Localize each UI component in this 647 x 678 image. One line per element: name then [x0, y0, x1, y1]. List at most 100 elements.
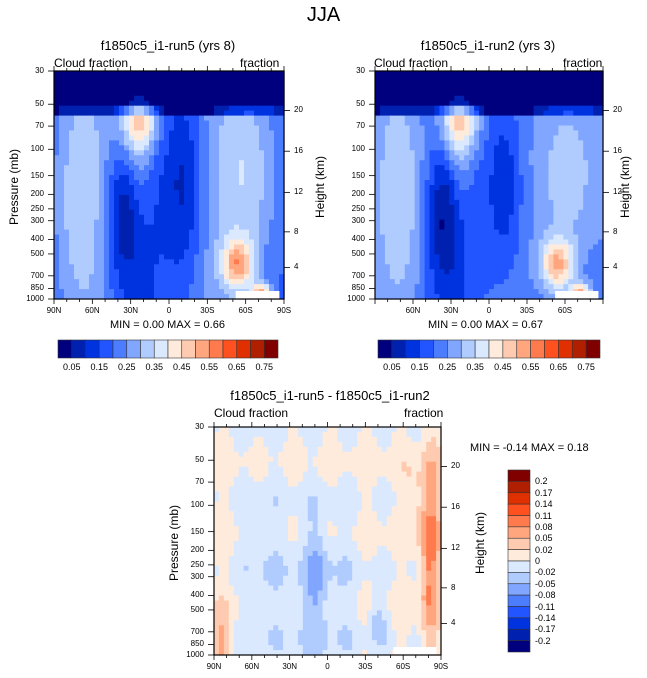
contour-cell [99, 185, 105, 191]
contour-cell [593, 199, 599, 206]
contour-cell [528, 249, 535, 255]
contour-cell [538, 199, 545, 206]
contour-cell [409, 209, 416, 216]
contour-cell [375, 194, 381, 201]
contour-cell [384, 80, 391, 87]
contour-cell [268, 461, 274, 468]
contour-cell [508, 75, 515, 82]
contour-cell [409, 214, 416, 221]
contour-cell [194, 279, 200, 285]
contour-cell [493, 244, 500, 251]
contour-cell [274, 100, 280, 107]
contour-cell [74, 75, 80, 82]
contour-cell [228, 441, 235, 448]
contour-cell [429, 219, 436, 226]
contour-cell [498, 180, 505, 186]
contour-cell [459, 289, 465, 295]
contour-cell [389, 85, 396, 92]
contour-cell [169, 105, 175, 112]
contour-cell [419, 219, 426, 226]
contour-cell [518, 249, 525, 255]
contour-cell [578, 95, 584, 102]
contour-cell [538, 140, 545, 146]
contour-cell [563, 150, 569, 156]
contour-cell [124, 199, 130, 206]
contour-cell [139, 294, 145, 300]
contour-cell [159, 115, 165, 122]
contour-cell [154, 204, 160, 211]
contour-cell [444, 71, 450, 77]
contour-cell [274, 224, 280, 231]
contour-cell [99, 199, 105, 206]
contour-cell [424, 160, 431, 166]
contour-cell [454, 170, 460, 176]
contour-cell [508, 209, 515, 216]
contour-cell [64, 284, 70, 290]
contour-cell [99, 279, 105, 285]
contour-cell [279, 264, 285, 270]
colorbar-run5 [57, 339, 279, 359]
contour-cell [558, 165, 564, 171]
contour-cell [384, 189, 391, 196]
contour-cell [396, 461, 403, 468]
contour-cell [419, 284, 426, 290]
contour-cell [493, 135, 500, 141]
contour-cell [399, 294, 406, 300]
contour-cell [434, 115, 441, 122]
contour-cell [209, 150, 215, 156]
contour-cell [513, 175, 520, 181]
contour-cell [598, 160, 604, 166]
contour-cell [119, 214, 125, 221]
colorbar-swatch [222, 339, 238, 359]
contour-cell [79, 254, 85, 260]
contour-cell [593, 254, 599, 260]
contour-cell [371, 436, 378, 443]
contour-cell [159, 274, 165, 280]
contour-cell [254, 269, 260, 275]
contour-cell [269, 199, 275, 206]
contour-cell [99, 120, 105, 127]
contour-cell [74, 130, 80, 137]
contour-cell [391, 456, 398, 463]
contour-cell [249, 120, 255, 127]
contour-cell [474, 199, 480, 206]
contour-cell [439, 75, 445, 82]
contour-cell [154, 90, 160, 97]
contour-cell [194, 294, 200, 300]
contour-cell [139, 155, 145, 161]
contour-cell [104, 214, 110, 221]
contour-cell [429, 140, 436, 146]
contour-cell [503, 244, 510, 251]
contour-cell [538, 294, 545, 300]
contour-cell [292, 436, 299, 443]
contour-cell [234, 204, 240, 211]
contour-cell [384, 180, 391, 186]
contour-cell [593, 229, 599, 236]
contour-cell [389, 214, 396, 221]
contour-cell [278, 427, 284, 433]
contour-cell [399, 120, 406, 127]
contour-cell [384, 145, 391, 151]
contour-cell [434, 90, 441, 97]
contour-cell [94, 180, 100, 186]
contour-cell [573, 150, 579, 156]
contour-cell [347, 427, 353, 433]
contour-cell [269, 224, 275, 231]
contour-cell [394, 80, 401, 87]
contour-cell [573, 155, 579, 161]
contour-cell [439, 145, 445, 151]
contour-cell [523, 175, 530, 181]
contour-cell [424, 279, 431, 285]
contour-cell [154, 249, 160, 255]
contour-cell [239, 224, 245, 231]
contour-cell [229, 199, 235, 206]
contour-cell [144, 239, 150, 246]
contour-cell [259, 145, 265, 151]
contour-cell [553, 185, 559, 191]
contour-cell [474, 80, 480, 87]
contour-cell [239, 170, 245, 176]
contour-cell [169, 145, 175, 151]
contour-cell [493, 160, 500, 166]
contour-cell [414, 85, 421, 92]
contour-cell [74, 165, 80, 171]
